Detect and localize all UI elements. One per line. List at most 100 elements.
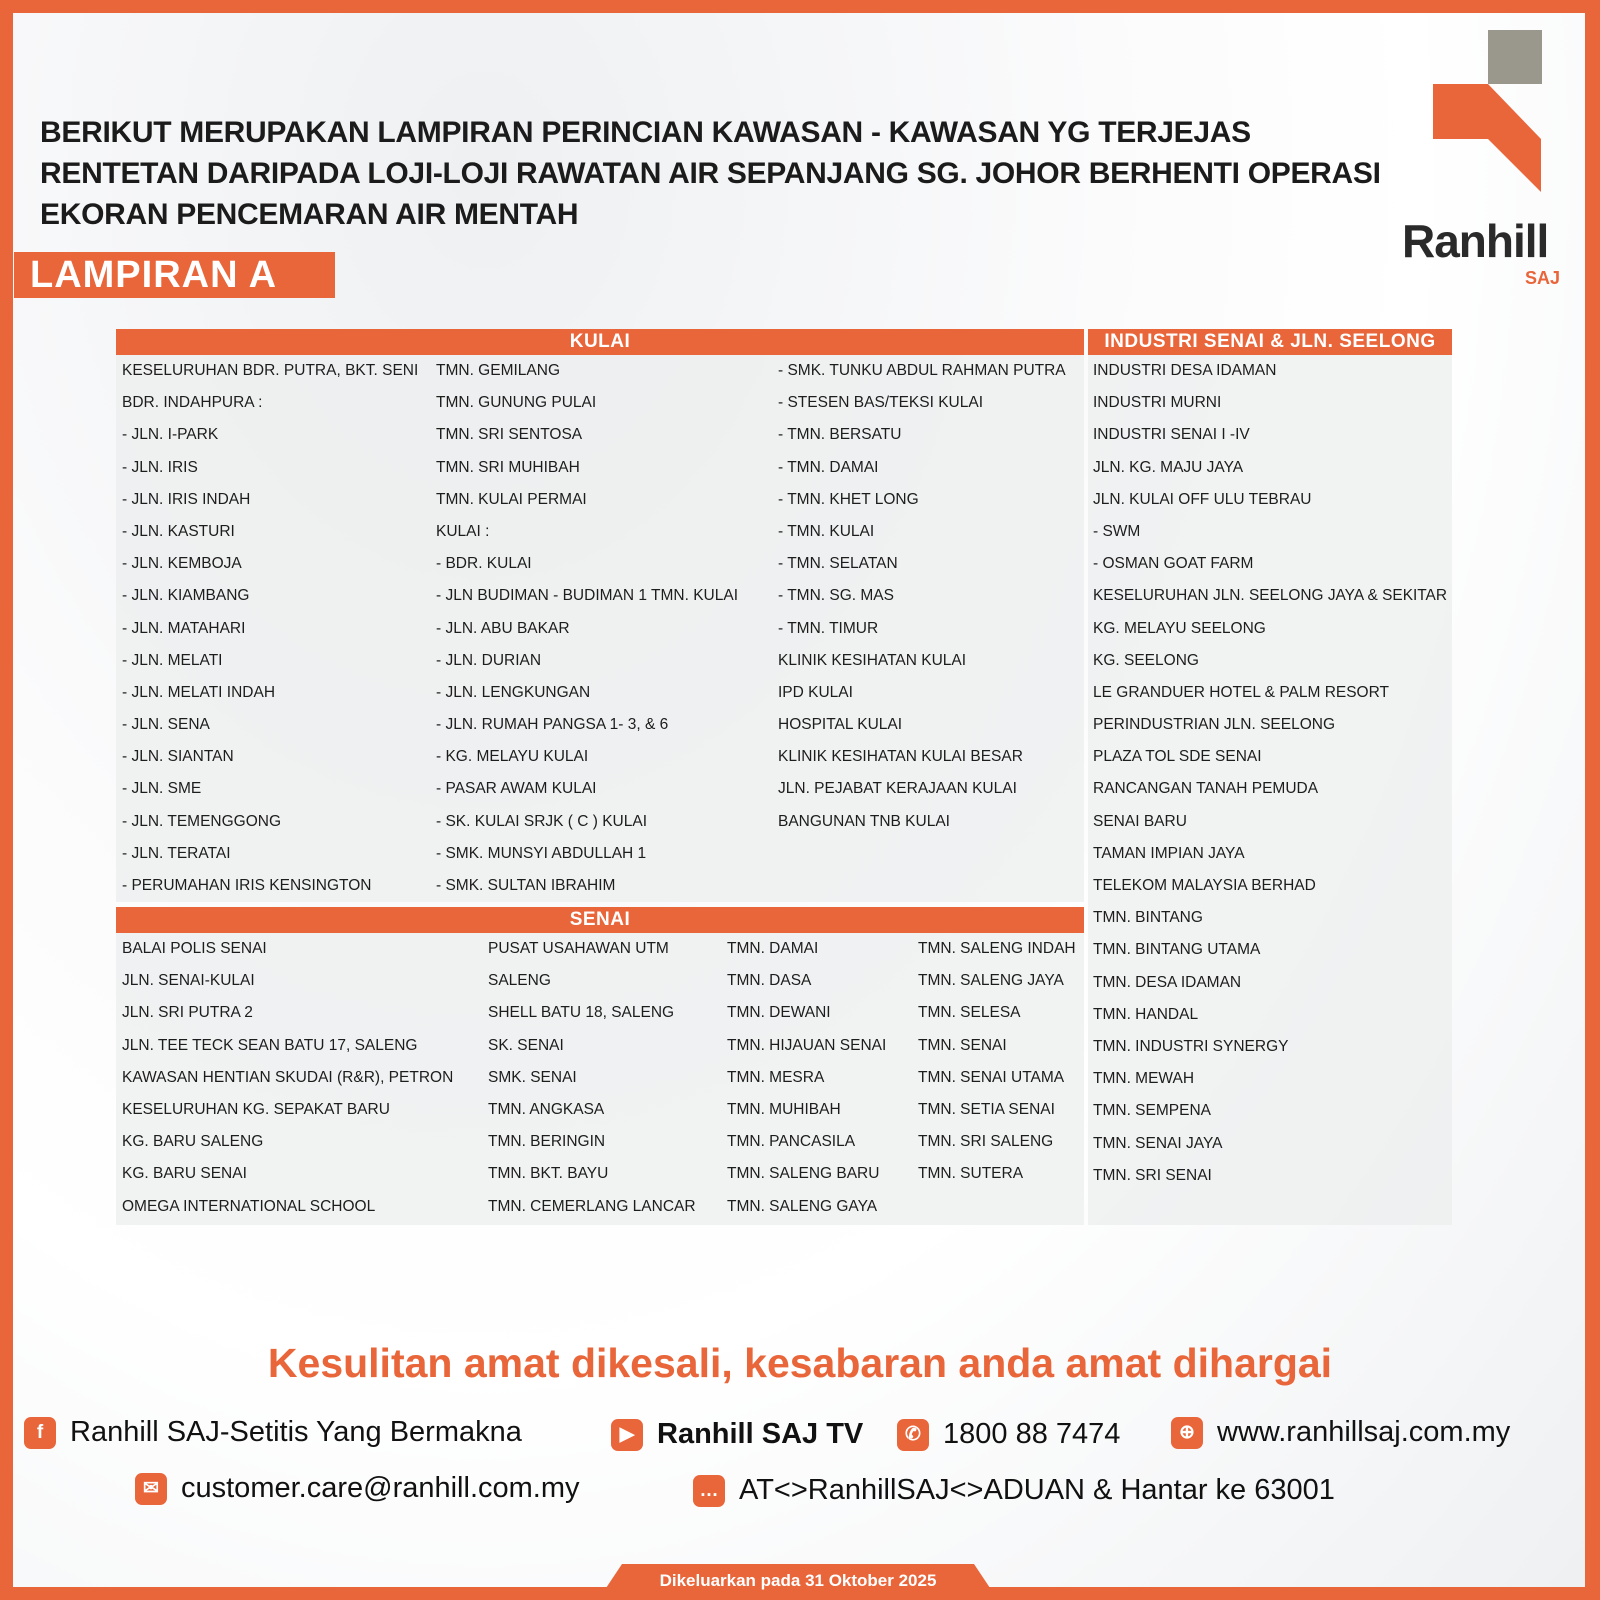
list-item: - JLN. LENGKUNGAN [436,683,591,701]
logo-orange-shape [1433,84,1541,192]
page-title: BERIKUT MERUPAKAN LAMPIRAN PERINCIAN KAW… [40,116,1381,231]
list-item: KESELURUHAN KG. SEPAKAT BARU [122,1100,390,1118]
list-item: KG. BARU SENAI [122,1165,247,1183]
list-item: - JLN BUDIMAN - BUDIMAN 1 TMN. KULAI [436,587,739,605]
list-item: JLN. SRI PUTRA 2 [122,1004,253,1022]
list-item: - JLN. SME [122,780,202,798]
sms-info: … AT<>RanhillSAJ<>ADUAN & Hantar ke 6300… [693,1474,1335,1507]
list-item: - JLN. SIANTAN [122,748,234,766]
list-item: - TMN. SG. MAS [778,587,894,605]
chat-icon: … [693,1474,725,1507]
list-item: PLAZA TOL SDE SENAI [1093,748,1262,766]
list-item: TMN. MESRA [727,1068,825,1086]
list-item: TMN. DESA IDAMAN [1093,973,1242,991]
list-item: LE GRANDUER HOTEL & PALM RESORT [1093,683,1389,701]
list-item: - TMN. TIMUR [778,619,879,637]
list-item: RANCANGAN TANAH PEMUDA [1093,780,1319,798]
list-item: TMN. BINTANG [1093,909,1203,927]
list-item: KLINIK KESIHATAN KULAI BESAR [778,748,1023,766]
list-item: TMN. DAMAI [727,940,819,957]
list-item: - SK. KULAI SRJK ( C ) KULAI [436,812,648,830]
logo-gray-square [1488,30,1542,84]
email-link[interactable]: ✉ customer.care@ranhill.com.my [135,1472,580,1505]
facebook-link[interactable]: f Ranhill SAJ-Setitis Yang Bermakna [24,1416,522,1449]
facebook-icon: f [24,1416,56,1449]
list-item: - JLN. TERATAI [122,844,231,862]
sms-text: AT<>RanhillSAJ<>ADUAN & Hantar ke 63001 [739,1474,1335,1506]
list-item: - JLN. DURIAN [436,651,542,669]
list-item: JLN. TEE TECK SEAN BATU 17, SALENG [122,1036,418,1054]
list-item: - JLN. MELATI INDAH [122,683,276,701]
list-item: - JLN. MELATI [122,651,223,669]
list-item: - TMN. KULAI [778,522,875,540]
list-item: TMN. HANDAL [1093,1005,1199,1023]
list-item: - SWM [1093,522,1141,540]
list-item: TMN. SUTERA [918,1165,1024,1183]
list-item: HOSPITAL KULAI [778,716,903,734]
list-item: TMN. SENAI JAYA [1093,1134,1223,1152]
tagline: Kesulitan amat dikesali, kesabaran anda … [267,1340,1333,1386]
list-item: TMN. BINTANG UTAMA [1093,941,1261,959]
list-item: TMN. CEMERLANG LANCAR [488,1197,696,1215]
list-item: - PERUMAHAN IRIS KENSINGTON [122,877,372,894]
list-item: - TMN. KHET LONG [778,490,919,508]
senai-col-3: TMN. DAMAI TMN. DASA TMN. DEWANI TMN. HIJAU… [727,933,910,1223]
list-item: SMK. SENAI [488,1068,577,1086]
list-item: TMN. SALENG JAYA [918,972,1064,990]
list-item: TMN. SRI SENAI [1093,1166,1212,1184]
list-item: JLN. PEJABAT KERAJAAN KULAI [778,780,1017,798]
youtube-link[interactable]: ▶ Ranhill SAJ TV [611,1418,863,1451]
list-item: KG. SEELONG [1093,651,1199,669]
list-item: KAWASAN HENTIAN SKUDAI (R&R), PETRON [122,1068,454,1086]
list-item: SALENG [488,972,551,990]
list-item: - TMN. DAMAI [778,458,879,476]
list-item: TMN. KULAI PERMAI [436,490,587,508]
list-item: TMN. BERINGIN [488,1133,606,1151]
list-item: KG. MELAYU SEELONG [1093,619,1266,637]
youtube-icon: ▶ [611,1418,643,1451]
website-link[interactable]: ⊕ www.ranhillsaj.com.my [1171,1416,1510,1449]
industri-section: INDUSTRI SENAI & JLN. SEELONG INDUSTRI D… [1088,329,1452,1225]
list-item: KLINIK KESIHATAN KULAI [778,651,967,669]
kulai-section: KULAI KESELURUHAN BDR. PUTRA, BKT. SENI B… [116,329,1084,902]
logo-name: Ranhill [1402,215,1549,267]
list-item: TMN. HIJAUAN SENAI [727,1036,887,1054]
list-item: - JLN. ABU BAKAR [436,619,570,637]
list-item: TMN. ANGKASA [488,1100,605,1118]
list-item: - TMN. SELATAN [778,555,898,573]
list-item: - JLN. KASTURI [122,522,235,540]
kulai-col-3: - SMK. TUNKU ABDUL RAHMAN PUTRA - STESEN … [778,355,1078,838]
list-item: - JLN. KIAMBANG [122,587,250,605]
list-item: INDUSTRI DESA IDAMAN [1093,362,1277,379]
list-item: TMN. DASA [727,972,812,990]
industri-col-1: INDUSTRI DESA IDAMAN INDUSTRI MURNI INDUST… [1093,355,1447,1192]
list-item: KESELURUHAN JLN. SEELONG JAYA & SEKITAR [1093,587,1447,605]
list-item: OMEGA INTERNATIONAL SCHOOL [122,1197,376,1215]
list-item: TMN. SRI SALENG [918,1133,1054,1151]
list-item: TMN. SELESA [918,1004,1021,1022]
list-item: TMN. SRI SENTOSA [436,426,583,444]
list-item: - BDR. KULAI [436,555,532,573]
list-item: TELEKOM MALAYSIA BERHAD [1093,877,1316,894]
list-item: TMN. MEWAH [1093,1070,1195,1088]
list-item: - JLN. SENA [122,716,210,734]
facebook-text: Ranhill SAJ-Setitis Yang Bermakna [70,1416,522,1448]
industri-header: INDUSTRI SENAI & JLN. SEELONG [1088,329,1452,355]
list-item: TMN. DEWANI [727,1004,831,1022]
list-item: BALAI POLIS SENAI [122,940,267,957]
phone-link[interactable]: ✆ 1800 88 7474 [897,1418,1120,1451]
list-item: - TMN. BERSATU [778,426,902,444]
list-item: IPD KULAI [778,683,853,701]
senai-section: SENAI BALAI POLIS SENAI JLN. SENAI-KULAI J… [116,907,1084,1225]
list-item: INDUSTRI SENAI I -IV [1093,426,1250,444]
list-item: - JLN. I-PARK [122,426,219,444]
list-item: TMN. GEMILANG [436,362,561,379]
list-item: BDR. INDAHPURA : [122,394,263,412]
list-item: - KG. MELAYU KULAI [436,748,589,766]
list-item: - JLN. IRIS [122,458,198,476]
list-item: TMN. SALENG INDAH [918,940,1076,957]
list-item: - OSMAN GOAT FARM [1093,555,1254,573]
list-item: TMN. BKT. BAYU [488,1165,609,1183]
list-item: - JLN. IRIS INDAH [122,490,251,508]
email-icon: ✉ [135,1472,167,1505]
